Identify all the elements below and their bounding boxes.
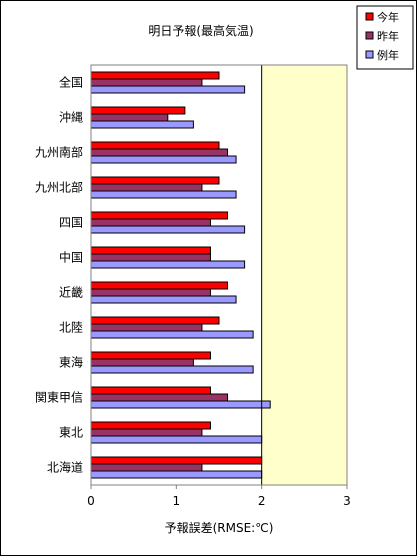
chart-title: 明日予報(最高気温) bbox=[148, 23, 253, 38]
shaded-region bbox=[261, 65, 347, 485]
category-label: 東北 bbox=[59, 426, 83, 440]
bar-2-4 bbox=[90, 183, 203, 192]
legend-label-1: 今年 bbox=[377, 10, 399, 24]
bar-1-4 bbox=[90, 176, 220, 185]
bars-group bbox=[90, 71, 271, 479]
bar-2-2 bbox=[90, 113, 169, 122]
category-label: 全国 bbox=[59, 75, 83, 90]
bar-2-11 bbox=[90, 428, 203, 437]
x-tick-labels: 0 1 2 3 bbox=[87, 485, 351, 508]
category-label: 東海 bbox=[59, 355, 83, 370]
x-tick-label: 1 bbox=[173, 494, 181, 508]
bar-3-6 bbox=[90, 260, 246, 269]
bar-3-5 bbox=[90, 225, 246, 234]
bar-2-9 bbox=[90, 358, 194, 367]
x-tick-label: 3 bbox=[343, 494, 351, 508]
category-label: 四国 bbox=[59, 216, 83, 230]
bar-3-10 bbox=[90, 400, 271, 409]
category-label: 北海道 bbox=[47, 460, 83, 475]
category-label: 関東甲信 bbox=[35, 391, 83, 405]
bar-2-5 bbox=[90, 218, 211, 227]
bar-1-2 bbox=[90, 106, 186, 115]
bar-3-4 bbox=[90, 190, 237, 199]
bar-1-7 bbox=[90, 281, 229, 290]
category-label: 近畿 bbox=[59, 286, 83, 300]
bar-2-8 bbox=[90, 323, 203, 332]
bar-1-1 bbox=[90, 71, 220, 80]
legend-label-3: 例年 bbox=[377, 48, 399, 62]
bar-2-1 bbox=[90, 78, 203, 87]
legend-label-2: 昨年 bbox=[377, 29, 399, 43]
bar-2-7 bbox=[90, 288, 211, 297]
legend-swatch-3 bbox=[365, 50, 374, 59]
x-tick-label: 2 bbox=[258, 494, 266, 508]
category-label: 九州南部 bbox=[35, 145, 83, 160]
bar-2-10 bbox=[90, 393, 229, 402]
bar-2-12 bbox=[90, 463, 203, 472]
bar-1-9 bbox=[90, 351, 211, 360]
bar-1-5 bbox=[90, 211, 229, 220]
legend-swatch-1 bbox=[365, 12, 374, 21]
bar-1-8 bbox=[90, 316, 220, 325]
bar-2-3 bbox=[90, 148, 229, 157]
bar-3-1 bbox=[90, 85, 246, 94]
bar-1-11 bbox=[90, 421, 211, 430]
bar-2-6 bbox=[90, 253, 211, 262]
bar-3-8 bbox=[90, 330, 254, 339]
bar-3-3 bbox=[90, 155, 237, 164]
category-label: 九州北部 bbox=[35, 180, 83, 195]
plot-border bbox=[90, 64, 348, 486]
bar-3-12 bbox=[90, 470, 263, 479]
category-label: 北陸 bbox=[59, 321, 83, 335]
bar-1-3 bbox=[90, 141, 220, 150]
category-label: 中国 bbox=[59, 250, 83, 265]
x-tick-label: 0 bbox=[87, 494, 95, 508]
legend-swatch-2 bbox=[365, 31, 374, 40]
bar-1-10 bbox=[90, 386, 211, 395]
bar-1-6 bbox=[90, 246, 211, 255]
bar-3-2 bbox=[90, 120, 194, 129]
bar-3-7 bbox=[90, 295, 237, 304]
x-axis-label: 予報誤差(RMSE:℃) bbox=[165, 520, 274, 535]
category-label: 沖縄 bbox=[59, 110, 83, 125]
bar-1-12 bbox=[90, 456, 263, 465]
bar-3-11 bbox=[90, 435, 263, 444]
bar-3-9 bbox=[90, 365, 254, 374]
